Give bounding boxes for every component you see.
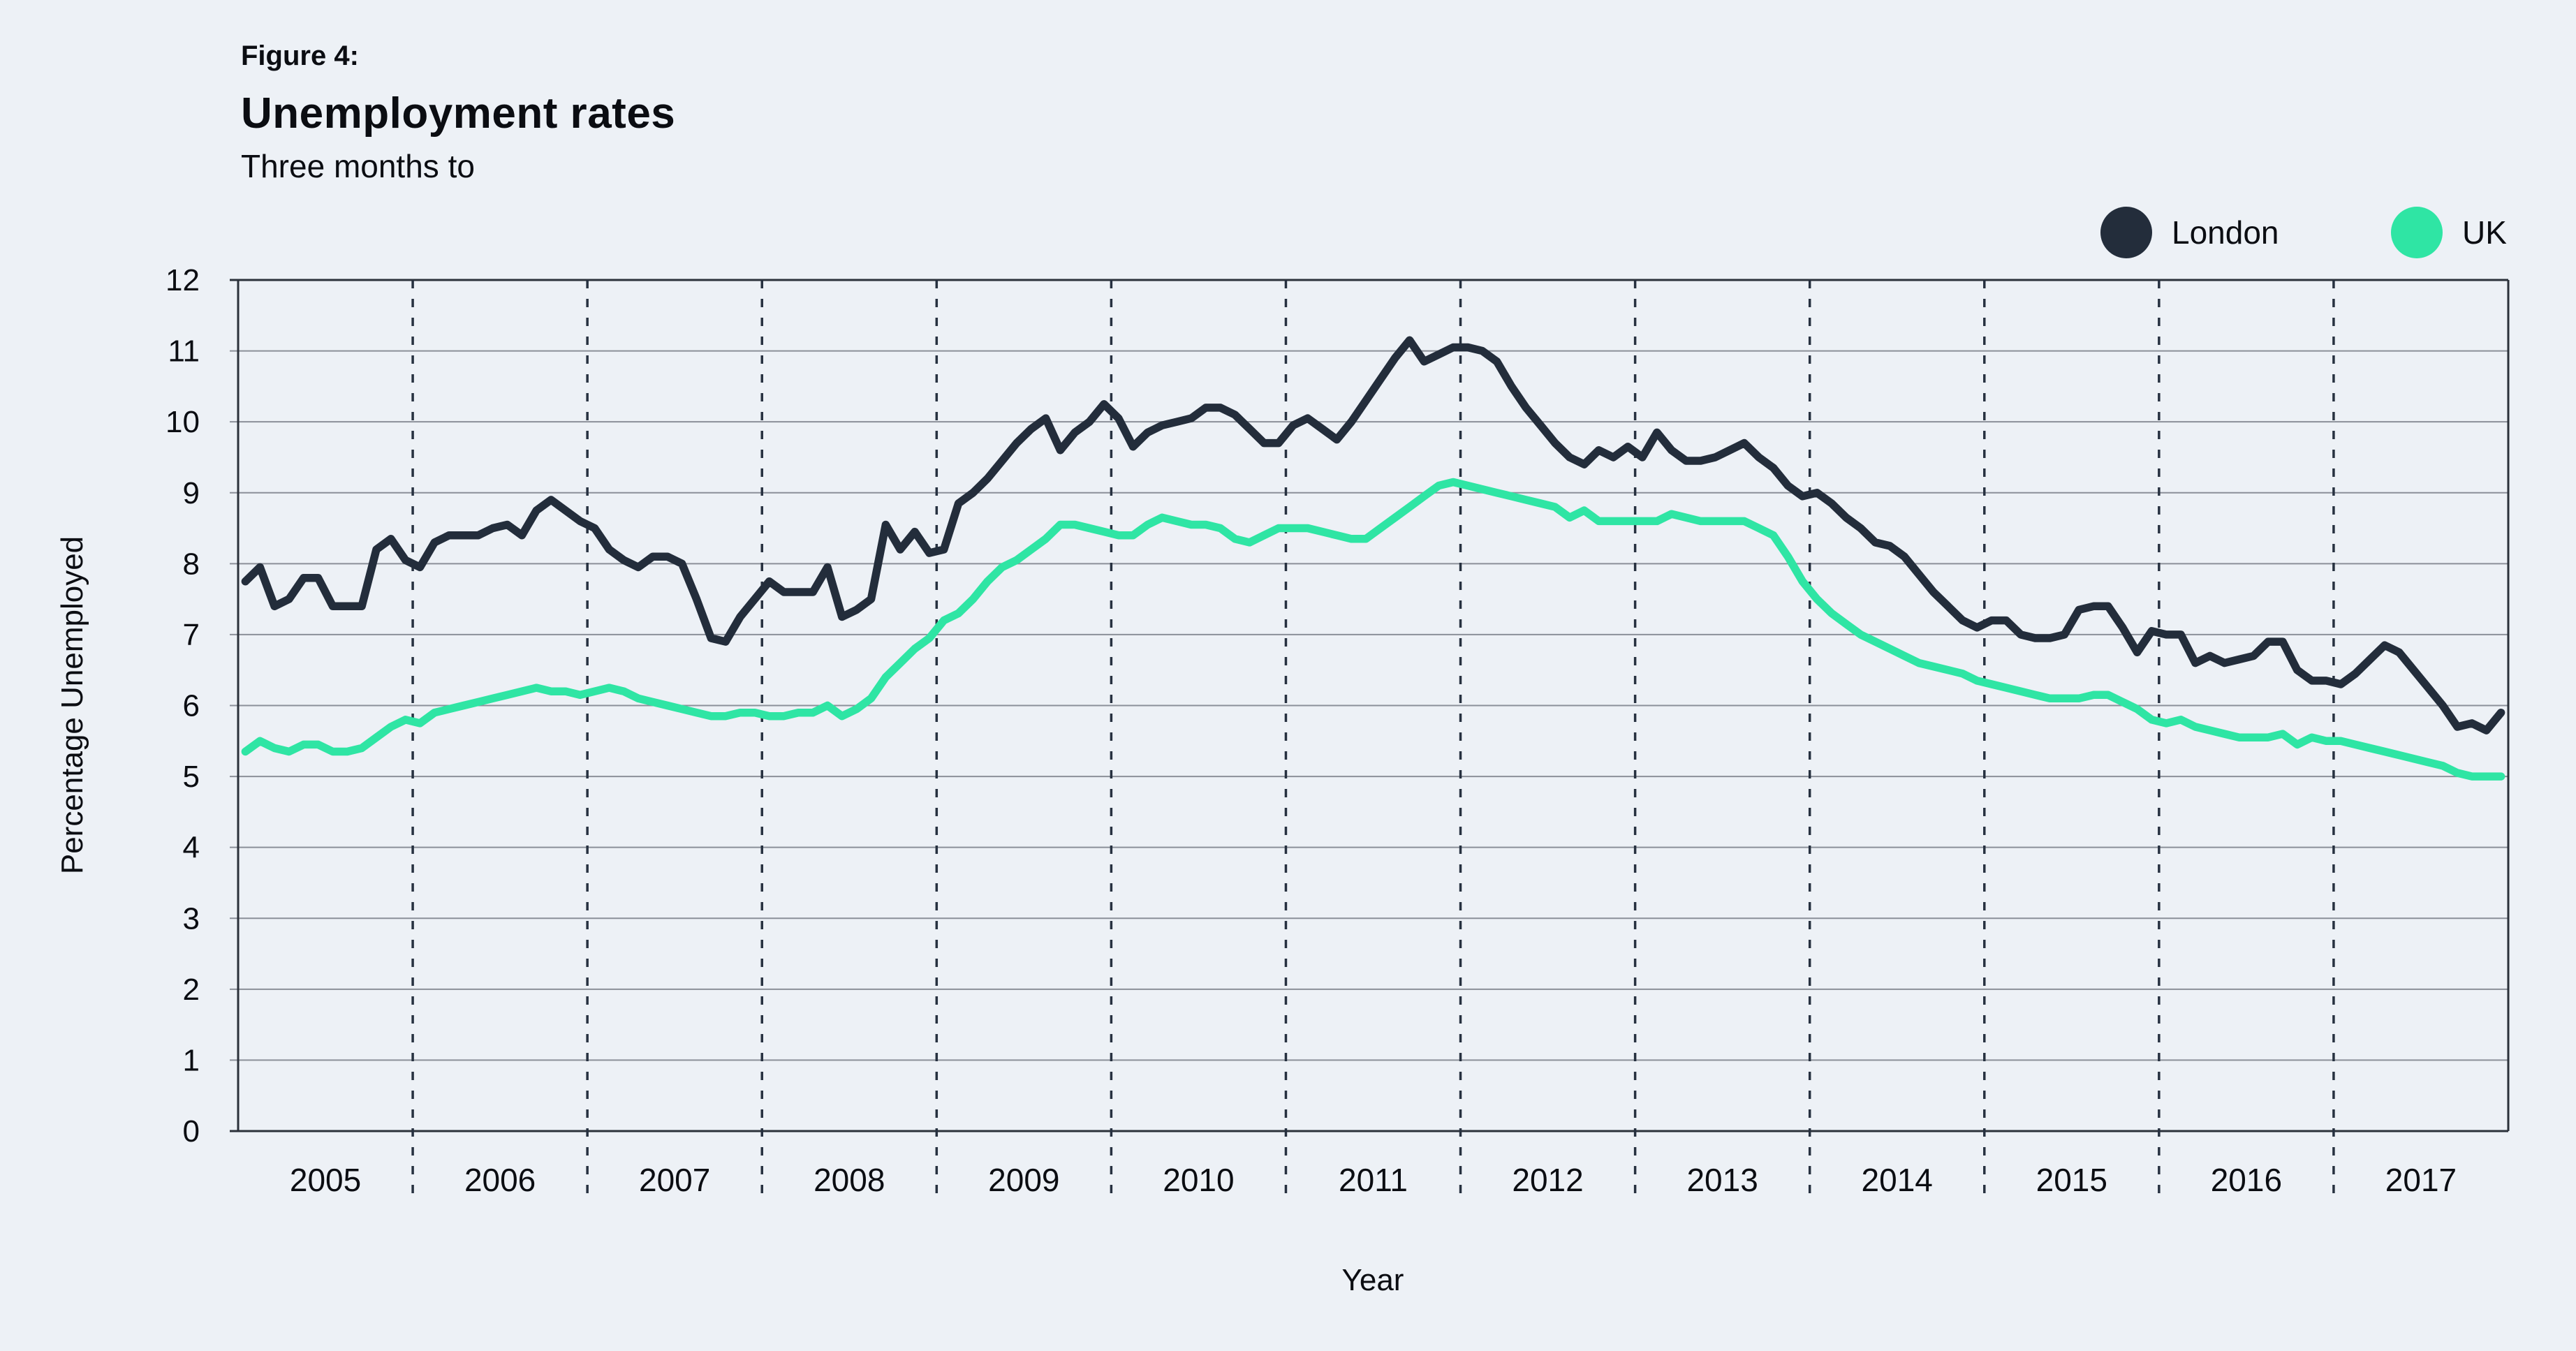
y-tick-label: 7 — [183, 618, 200, 652]
y-tick-label: 11 — [168, 334, 200, 369]
x-tick-label: 2007 — [639, 1162, 710, 1198]
legend-item-london: London — [2100, 207, 2279, 258]
x-tick-label: 2006 — [464, 1162, 536, 1198]
x-tick-label: 2015 — [2036, 1162, 2107, 1198]
x-tick-label: 2016 — [2211, 1162, 2282, 1198]
figure-subtitle: Three months to — [241, 148, 475, 185]
legend-label-uk: UK — [2462, 214, 2507, 251]
series-layer — [241, 336, 2505, 781]
y-tick-label: 9 — [183, 476, 200, 510]
y-tick-label: 0 — [183, 1114, 200, 1149]
figure-number: Figure 4: — [241, 40, 359, 71]
x-tick-label: 2005 — [290, 1162, 361, 1198]
grid-layer — [230, 279, 2510, 1195]
x-tick-label: 2010 — [1163, 1162, 1234, 1198]
y-tick-label: 1 — [183, 1043, 200, 1077]
y-tick-label: 8 — [183, 547, 200, 581]
y-tick-label: 12 — [165, 263, 200, 297]
x-axis-title: Year — [1342, 1263, 1404, 1297]
y-tick-label: 6 — [183, 689, 200, 723]
series-line-london — [241, 336, 2505, 734]
y-axis-title: Percentage Unemployed — [55, 536, 89, 874]
x-tick-label: 2012 — [1512, 1162, 1583, 1198]
y-tick-label: 2 — [183, 973, 200, 1007]
x-tick-label: 2011 — [1339, 1162, 1408, 1198]
x-tick-label: 2013 — [1686, 1162, 1758, 1198]
series-line-uk — [241, 478, 2505, 781]
london-series-dot-icon — [2100, 207, 2152, 258]
x-tick-label: 2009 — [988, 1162, 1059, 1198]
legend-label-london: London — [2172, 214, 2279, 251]
title-block: Figure 4: Unemployment rates Three month… — [241, 40, 675, 184]
y-tick-label: 10 — [165, 405, 200, 439]
y-tick-label: 3 — [183, 901, 200, 936]
uk-series-dot-icon — [2391, 207, 2443, 258]
x-tick-label: 2014 — [1862, 1162, 1933, 1198]
legend-item-uk: UK — [2391, 207, 2507, 258]
page-title: Unemployment rates — [241, 89, 676, 138]
y-tick-label: 4 — [183, 831, 200, 865]
y-tick-label: 5 — [183, 760, 200, 794]
x-tick-label: 2017 — [2385, 1162, 2457, 1198]
x-tick-label: 2008 — [814, 1162, 885, 1198]
